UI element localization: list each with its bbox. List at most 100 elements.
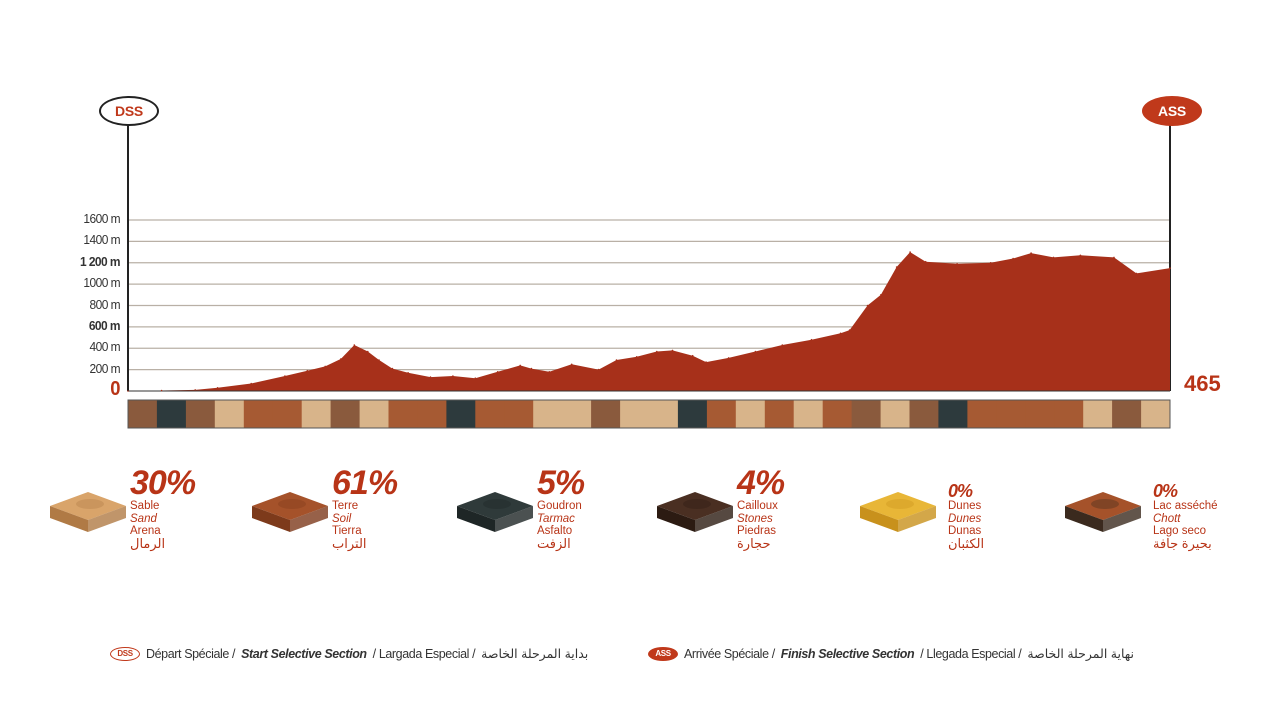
elevation-point-43 <box>1030 252 1032 254</box>
elevation-point-7 <box>324 365 327 368</box>
elevation-point-42 <box>1012 257 1014 260</box>
surface-segment-soil <box>706 400 737 428</box>
elevation-point-35 <box>866 304 869 307</box>
elevation-point-29 <box>727 357 730 359</box>
terrain-item: 4% Cailloux Stones Piedras حجارة <box>655 460 855 560</box>
elevation-point-27 <box>691 354 694 357</box>
surface-segment-soil <box>504 400 534 428</box>
terrain-names: Dunes Dunes Dunas الكثبان <box>948 500 984 550</box>
surface-segment-rock <box>851 400 881 428</box>
surface-segment-dark <box>938 400 968 428</box>
surface-segment-sand <box>880 400 910 428</box>
legend-dss-fr: Départ Spéciale / <box>146 646 236 661</box>
surface-segment-dark <box>677 400 708 428</box>
terrain-item: 30% Sable Sand Arena الرمال <box>48 460 248 560</box>
terrain-name-ar: حجارة <box>737 535 771 551</box>
elevation-point-20 <box>548 371 551 373</box>
surface-segment-sand <box>1083 400 1113 428</box>
elevation-point-6 <box>306 369 309 372</box>
legend-ass: ASS Arrivée Spéciale / Finish Selective … <box>648 646 1134 661</box>
surface-segment-dark <box>156 400 187 428</box>
surface-segment-soil <box>417 400 447 428</box>
surface-segment-soil <box>967 400 997 428</box>
elevation-point-2 <box>194 389 196 391</box>
surface-segment-sand <box>562 400 592 428</box>
surface-segment-soil <box>475 400 505 428</box>
terrain-percent: 61% <box>332 464 398 502</box>
legend-dss-es: / Largada Especial / <box>372 646 476 661</box>
y-tick-label: 1 200 m <box>79 253 121 269</box>
elevation-point-16 <box>474 377 477 380</box>
terrain-name-ar: الكثبان <box>948 535 985 551</box>
elevation-point-38 <box>909 251 911 253</box>
terrain-name-fr: Cailloux <box>737 500 778 512</box>
terrain-item: 0% Dunes Dunes Dunas الكثبان <box>858 460 1058 560</box>
terrain-name-es: Lago seco <box>1153 525 1207 537</box>
y-tick-label: 600 m <box>88 317 121 333</box>
elevation-point-21 <box>570 363 573 366</box>
terrain-name-fr: Dunes <box>948 500 982 512</box>
elevation-point-1 <box>160 389 163 392</box>
y-tick-label: 400 m <box>89 339 121 355</box>
elevation-point-11 <box>378 359 380 361</box>
elevation-point-19 <box>530 367 533 370</box>
terrain-name-fr: Goudron <box>537 500 582 512</box>
elevation-point-4 <box>250 382 252 385</box>
elevation-point-44 <box>1052 256 1055 259</box>
elevation-point-23 <box>615 359 618 361</box>
dss-mini-badge-icon: DSS <box>110 646 140 661</box>
terrain-item: 5% Goudron Tarmac Asfalto الزفت <box>455 460 655 560</box>
terrain-name-ar: الرمال <box>130 535 166 551</box>
y-tick-label: 1000 m <box>83 275 120 291</box>
legend-ass-ar: نهاية المرحلة الخاصة <box>1027 647 1135 661</box>
elevation-point-15 <box>452 375 454 377</box>
terrain-name-en: Tarmac <box>537 512 575 525</box>
terrain-percent: 5% <box>537 464 585 502</box>
surface-segment-rock <box>185 400 216 428</box>
terrain-name-es: Arena <box>130 525 161 537</box>
surface-segment-sand <box>649 400 679 428</box>
elevation-point-13 <box>407 372 409 374</box>
surface-segment-soil <box>243 400 274 428</box>
terrain-tile-icon <box>657 492 733 532</box>
elevation-point-10 <box>367 350 369 353</box>
elevation-point-8 <box>340 358 342 360</box>
terrain-names: Lac asséché Chott Lago seco بحيرة جافة <box>1153 500 1218 550</box>
surface-segment-sand <box>1141 400 1171 428</box>
legend-dss-ar: بداية المرحلة الخاصة <box>481 647 589 661</box>
elevation-point-17 <box>496 371 499 373</box>
surface-segment-sand <box>359 400 389 428</box>
terrain-name-ar: الزفت <box>537 535 571 551</box>
dss-start-badge: DSS <box>99 96 159 126</box>
elevation-point-3 <box>216 387 219 389</box>
elevation-point-24 <box>635 356 638 358</box>
elevation-point-31 <box>781 344 784 346</box>
terrain-name-fr: Lac asséché <box>1153 500 1218 512</box>
y-tick-label: 0 <box>110 378 120 400</box>
terrain-name-ar: التراب <box>332 535 367 551</box>
terrain-names: Terre Soil Tierra التراب <box>332 500 367 550</box>
surface-segment-sand <box>793 400 824 428</box>
surface-segment-soil <box>1054 400 1084 428</box>
terrain-tile-icon <box>50 492 126 532</box>
elevation-point-22 <box>597 368 600 371</box>
surface-segment-soil <box>822 400 853 428</box>
surface-segment-soil <box>996 400 1026 428</box>
terrain-names: Cailloux Stones Piedras حجارة <box>737 500 778 550</box>
surface-segment-dark <box>446 400 476 428</box>
elevation-point-0 <box>127 390 129 392</box>
surface-segment-sand <box>620 400 650 428</box>
elevation-point-28 <box>705 361 707 363</box>
terrain-tile-icon <box>252 492 328 532</box>
elevation-point-46 <box>1113 256 1115 259</box>
terrain-name-fr: Sable <box>130 500 160 512</box>
terrain-tile-icon <box>860 492 936 532</box>
elevation-point-26 <box>671 349 674 352</box>
elevation-point-41 <box>989 262 992 264</box>
elevation-area <box>128 252 1170 391</box>
terrain-name-en: Chott <box>1153 512 1181 525</box>
y-tick-label: 200 m <box>89 360 121 376</box>
surface-segment-rock <box>1112 400 1142 428</box>
y-tick-label: 800 m <box>89 296 121 312</box>
